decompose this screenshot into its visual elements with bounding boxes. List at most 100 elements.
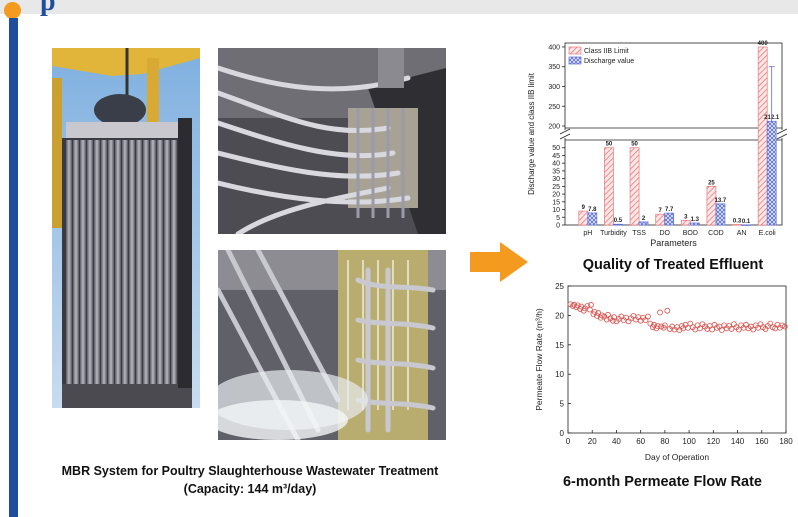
bar-discharge-value [689,222,700,226]
bar-value-label: 2 [642,216,646,222]
x-axis-label: Day of Operation [645,452,710,462]
y-tick-label: 35 [552,168,560,175]
bar-class-iib-limit [680,220,691,226]
bar-discharge-value [638,221,649,226]
x-tick-label: 40 [612,437,621,446]
x-tick-label: 20 [588,437,597,446]
data-point [645,313,651,320]
bar-class-iib-limit [578,210,589,226]
y-tick-label: 40 [552,161,560,168]
bar-value-label: 0.3 [733,219,742,225]
bar-discharge-value [587,212,598,226]
y-tick-label: 20 [552,192,560,199]
flow-caption: 6-month Permeate Flow Rate [562,474,762,490]
y-tick-label: 200 [548,124,560,131]
data-point [586,306,593,313]
data-point [676,327,683,333]
x-tick-label: 140 [731,437,745,446]
data-point [728,326,735,332]
x-tick-label: pH [583,230,592,237]
data-point [709,326,716,333]
flow-scatter-chart: 0 5 10 15 20 25 0 20 40 60 80 100 120 140 160 180 Day of… [534,282,793,462]
bar-value-label: 7.7 [665,207,674,213]
bar-value-label: 3 [684,214,688,220]
y-tick-label: 10 [552,207,560,214]
y-tick-label: 0 [560,429,565,438]
bullet-dot [4,2,21,19]
y-tick-label: 15 [552,199,560,206]
y-tick-label: 10 [555,370,564,379]
data-point [591,308,598,315]
y-tick-label: 250 [548,104,560,111]
x-tick-label: 100 [682,437,696,446]
x-tick-label: Turbidity [600,230,627,237]
x-tick-label: 120 [707,437,721,446]
data-point [661,322,668,329]
y-tick-label: 25 [552,184,560,191]
left-accent-bar [9,18,18,517]
bar-value-label: 1.3 [691,217,700,223]
slide-heading-fragment: p [40,0,56,17]
x-tick-label: AN [737,230,747,237]
x-tick-label: 80 [660,437,669,446]
data-point [578,303,585,310]
y-axis-label: Discharge value and class IIB limit [527,72,536,195]
x-tick-label: BOD [683,230,698,237]
x-tick-label: 60 [636,437,645,446]
permeate-piping-photo [218,48,446,234]
data-point [718,327,725,333]
bar-value-label: 50 [606,142,613,148]
data-point [588,301,594,308]
plot-frame [567,285,787,434]
x-tick-label: 160 [755,437,769,446]
top-banner [0,0,798,14]
bar-class-iib-limit [732,224,742,226]
bar-value-label: 25 [708,180,715,186]
legend-label: Class IIB Limit [584,48,629,55]
y-tick-label: 0 [556,223,560,230]
x-tick-label: E.coli [759,230,777,237]
bar-class-iib-limit [757,46,768,226]
y-tick-label: 300 [548,84,560,91]
legend-swatch [568,56,582,65]
bar-discharge-value [715,203,726,226]
y-tick-label: 25 [555,282,564,291]
bar-value-label: 7.8 [588,207,597,213]
y-tick-label: 350 [548,64,560,71]
x-tick-label: TSS [632,230,646,237]
x-tick-label: COD [708,230,724,237]
y-tick-label: 50 [552,145,560,152]
data-point [735,326,742,333]
y-tick-label: 5 [556,215,560,222]
mbr-module-photo [52,48,200,408]
data-point [697,325,703,332]
data-point [654,323,661,329]
bar-value-label: 9 [582,205,586,211]
bar-value-label: 50 [631,142,638,148]
legend-swatch [568,46,582,55]
y-tick-label: 30 [552,176,560,183]
y-tick-label: 15 [555,341,564,350]
y-tick-label: 45 [552,153,560,160]
bar-discharge-value [613,223,623,226]
axis-break-gap [559,130,788,138]
data-point [750,326,757,333]
data-point [611,314,617,321]
legend: Class IIB Limit Discharge value [568,46,634,65]
mbr-caption: MBR System for Poultry Slaughterhouse Wa… [30,462,470,498]
axis-break-mark [559,128,571,140]
bar-discharge-value [766,120,777,226]
bar-class-iib-limit [706,186,717,226]
data-point [657,309,663,316]
bar-discharge-value [741,224,751,226]
bar-value-label: 0.5 [614,218,623,224]
aeration-tank-photo [218,250,446,440]
bar-value-label: 400 [758,41,769,47]
arrow-icon [470,242,528,282]
bar-class-iib-limit [655,213,666,226]
effluent-caption: Quality of Treated Effluent [582,257,764,273]
bar-class-iib-limit [604,147,614,226]
x-axis-label: Parameters [650,238,697,248]
y-tick-label: 5 [560,400,565,409]
bar-value-label: 13.7 [715,198,727,204]
